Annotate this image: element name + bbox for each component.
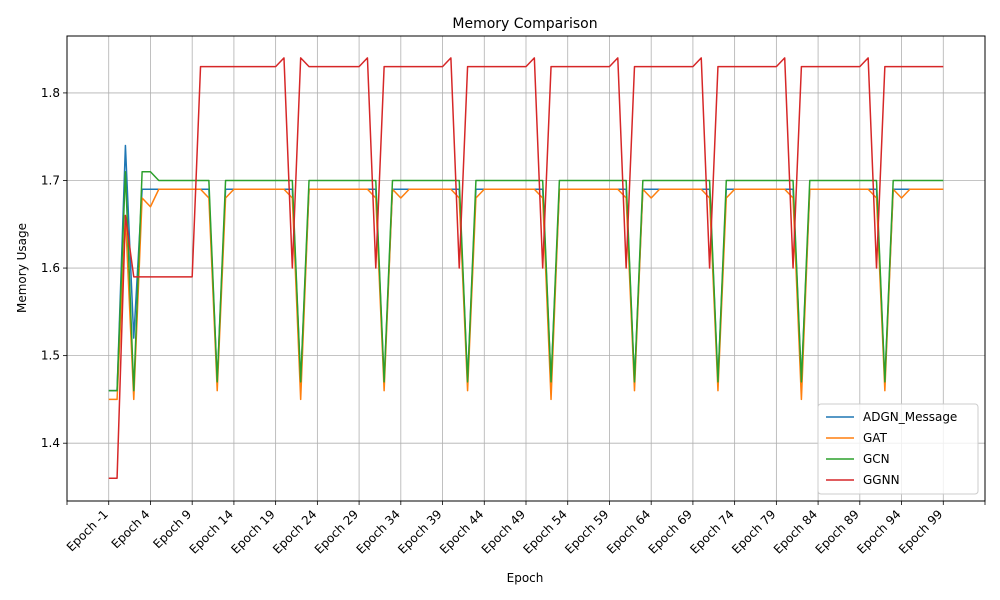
legend: ADGN_Message GAT GCN GGNN bbox=[817, 403, 979, 495]
chart-title: Memory Comparison bbox=[452, 16, 597, 32]
y-tick-label: 1.6 bbox=[41, 261, 60, 275]
y-tick-label: 1.4 bbox=[41, 436, 60, 450]
y-tick-label: 1.7 bbox=[41, 173, 60, 187]
legend-label: GCN bbox=[863, 452, 890, 466]
legend-label: ADGN_Message bbox=[863, 410, 957, 424]
y-axis-ticks: 1.4 1.5 1.6 1.7 1.8 bbox=[41, 86, 67, 450]
series-line-gcn bbox=[108, 170, 944, 392]
y-tick-label: 1.5 bbox=[41, 349, 60, 363]
series-line-ggnn bbox=[108, 57, 944, 479]
series-layer bbox=[108, 57, 944, 479]
y-axis-title: Memory Usage bbox=[15, 223, 29, 313]
y-tick-label: 1.8 bbox=[41, 86, 60, 100]
legend-box bbox=[817, 403, 979, 495]
legend-label: GAT bbox=[863, 431, 888, 445]
legend-label: GGNN bbox=[863, 473, 900, 487]
x-axis-title: Epoch bbox=[507, 571, 544, 585]
